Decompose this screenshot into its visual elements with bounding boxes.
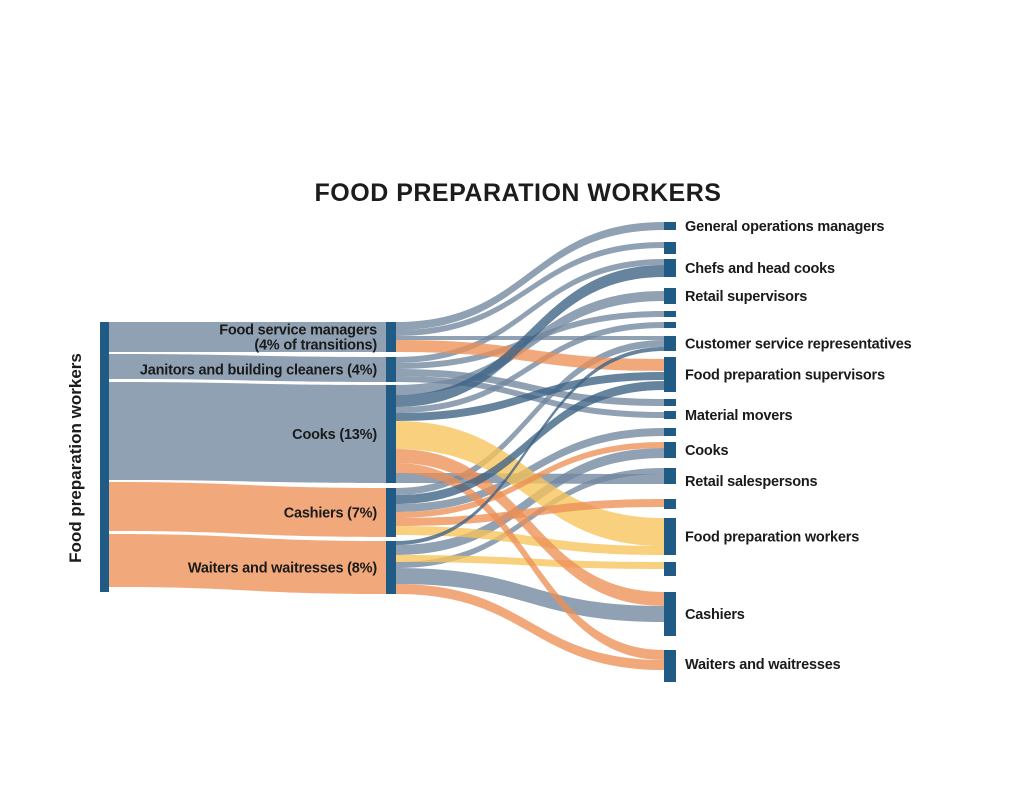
flow-m-cooks-to-r-fpw[interactable]: [396, 421, 664, 546]
label-m-janitors: Janitors and building cleaners (4%): [140, 363, 378, 379]
node-r-un4[interactable]: [664, 399, 676, 406]
label-r-chefs: Chefs and head cooks: [685, 261, 835, 277]
node-r-un3[interactable]: [664, 322, 676, 328]
flow-m-cooks-to-r-un3[interactable]: [396, 322, 664, 413]
flow-m-cashiers-to-r-fps[interactable]: [396, 381, 664, 504]
flow-left-fpw-to-m-waiters[interactable]: [109, 534, 386, 594]
node-r-fpw[interactable]: [664, 518, 676, 555]
label-r-fps: Food preparation supervisors: [685, 368, 885, 384]
node-r-gen-ops[interactable]: [664, 222, 676, 230]
label-m-fsm: Food service managers (4% of transitions): [219, 323, 377, 354]
label-r-gen-ops: General operations managers: [685, 219, 884, 235]
node-r-retail-sup[interactable]: [664, 288, 676, 304]
node-left-fpw[interactable]: [100, 322, 109, 592]
flow-left-fpw-to-m-cashiers[interactable]: [109, 482, 386, 537]
node-r-un7[interactable]: [664, 562, 676, 576]
label-r-waiters: Waiters and waitresses: [685, 657, 841, 673]
label-r-cooks: Cooks: [685, 443, 728, 459]
flow-m-waiters-to-r-cooks[interactable]: [396, 448, 664, 555]
label-r-movers: Material movers: [685, 408, 793, 424]
flow-left-fpw-to-m-janitors[interactable]: [109, 354, 386, 382]
chart-title: FOOD PREPARATION WORKERS: [314, 179, 722, 207]
label-r-csr: Customer service representatives: [685, 337, 912, 353]
node-r-movers[interactable]: [664, 411, 676, 419]
flow-m-cooks-to-r-retail-sup[interactable]: [396, 291, 664, 395]
node-r-csr[interactable]: [664, 336, 676, 351]
node-m-cashiers[interactable]: [386, 488, 396, 537]
flow-m-cooks-to-r-fps[interactable]: [396, 372, 664, 421]
flow-m-waiters-to-r-cashiers[interactable]: [396, 568, 664, 622]
flow-m-cashiers-to-r-fpw[interactable]: [396, 526, 664, 555]
node-r-retail-sales[interactable]: [664, 468, 676, 484]
node-m-cooks[interactable]: [386, 385, 396, 483]
flow-m-fsm-to-r-gen-ops[interactable]: [396, 222, 664, 330]
node-r-un6[interactable]: [664, 499, 676, 509]
node-m-waiters[interactable]: [386, 541, 396, 594]
node-r-un5[interactable]: [664, 428, 676, 436]
flow-m-fsm-to-r-fps[interactable]: [396, 340, 664, 371]
label-r-retail-sales: Retail salespersons: [685, 474, 818, 490]
node-r-un1[interactable]: [664, 242, 676, 254]
flow-left-fpw-to-m-fsm[interactable]: [109, 322, 386, 352]
label-m-cooks: Cooks (13%): [292, 427, 377, 443]
flow-m-fsm-to-r-un1[interactable]: [396, 242, 664, 336]
node-r-fps[interactable]: [664, 357, 676, 392]
flow-m-cashiers-to-r-csr[interactable]: [396, 340, 664, 495]
flow-m-waiters-to-r-csr[interactable]: [396, 347, 664, 545]
label-r-fpw: Food preparation workers: [685, 530, 859, 546]
flow-m-cooks-to-r-chefs[interactable]: [396, 265, 664, 407]
flow-m-waiters-to-r-waiters[interactable]: [396, 584, 664, 670]
node-r-waiters[interactable]: [664, 650, 676, 682]
node-m-fsm[interactable]: [386, 322, 396, 352]
flow-m-cashiers-to-r-un6[interactable]: [396, 499, 664, 526]
node-r-un2[interactable]: [664, 311, 676, 317]
node-r-chefs[interactable]: [664, 259, 676, 277]
label-r-retail-sup: Retail supervisors: [685, 289, 807, 305]
flow-m-cooks-to-r-cashiers[interactable]: [396, 449, 664, 606]
label-m-waiters: Waiters and waitresses (8%): [188, 561, 377, 577]
flow-m-cooks-to-r-waiters[interactable]: [396, 463, 664, 660]
label-r-cashiers: Cashiers: [685, 607, 745, 623]
node-r-cooks[interactable]: [664, 442, 676, 458]
flow-m-janitors-to-r-chefs[interactable]: [396, 259, 664, 363]
flow-left-fpw-to-m-cooks[interactable]: [109, 382, 386, 483]
flow-m-waiters-to-r-retail-sales[interactable]: [396, 468, 664, 568]
node-r-cashiers[interactable]: [664, 592, 676, 636]
flow-m-cashiers-to-r-cooks[interactable]: [396, 442, 664, 518]
label-m-cashiers: Cashiers (7%): [284, 506, 378, 522]
node-m-janitors[interactable]: [386, 357, 396, 382]
